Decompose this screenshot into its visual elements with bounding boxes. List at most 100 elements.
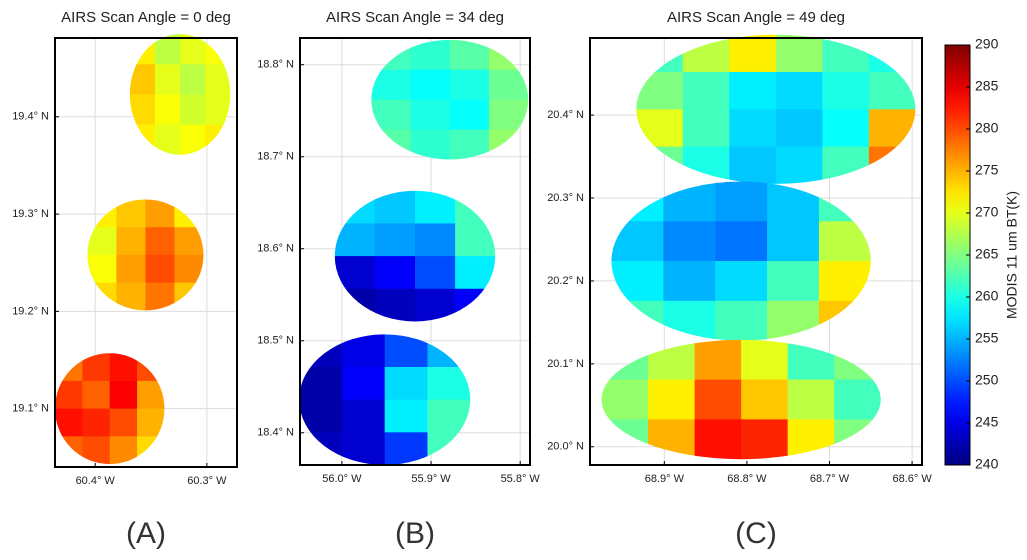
footprint xyxy=(55,353,165,465)
pixel xyxy=(682,109,730,148)
pixel xyxy=(129,124,156,155)
pixel xyxy=(109,436,138,465)
x-tick-label: 60.4° W xyxy=(76,475,116,487)
pixel xyxy=(154,124,181,155)
pixel xyxy=(154,94,181,126)
pixel xyxy=(87,254,117,284)
pixel xyxy=(767,261,820,302)
pixel xyxy=(384,334,428,368)
pixel xyxy=(818,300,871,341)
panel-title: AIRS Scan Angle = 49 deg xyxy=(667,9,845,26)
pixel xyxy=(636,146,684,184)
pixel xyxy=(488,39,529,71)
pixel xyxy=(299,334,343,368)
footprint xyxy=(601,339,881,460)
pixel xyxy=(729,34,777,73)
pixel xyxy=(87,227,117,256)
colorbar-tick-label: 275 xyxy=(975,162,999,178)
pixel xyxy=(767,221,820,262)
pixel xyxy=(55,408,83,437)
pixel xyxy=(116,254,146,284)
y-tick-label: 20.4° N xyxy=(547,109,584,121)
footprint xyxy=(299,334,471,466)
pixel xyxy=(55,436,83,465)
colorbar-tick-label: 255 xyxy=(975,330,999,346)
pixel xyxy=(341,399,386,433)
pixel xyxy=(449,39,490,71)
pixel xyxy=(116,227,146,256)
pixel xyxy=(601,379,649,420)
panel-label: (B) xyxy=(395,517,435,550)
pixel xyxy=(611,261,664,302)
pixel xyxy=(648,379,696,420)
pixel xyxy=(868,71,916,110)
pixel xyxy=(427,432,471,466)
pixel xyxy=(694,379,742,420)
pixel xyxy=(137,408,165,437)
pixel xyxy=(109,353,138,382)
pixel xyxy=(787,379,835,420)
pixel xyxy=(174,254,204,284)
pixel xyxy=(341,334,386,368)
pixel xyxy=(611,181,664,222)
pixel xyxy=(55,380,83,410)
pixel xyxy=(663,300,716,341)
pixel xyxy=(834,419,881,460)
panel-title: AIRS Scan Angle = 0 deg xyxy=(61,9,231,26)
pixel xyxy=(449,69,490,101)
colorbar-tick-label: 265 xyxy=(975,246,999,262)
pixel xyxy=(729,109,777,148)
pixel xyxy=(341,432,386,466)
footprint xyxy=(371,39,529,160)
pixel xyxy=(455,256,496,290)
pixel xyxy=(371,69,412,101)
pixel xyxy=(648,339,696,381)
pixel xyxy=(663,221,716,262)
pixel xyxy=(488,69,529,101)
x-tick-label: 55.9° W xyxy=(411,473,451,485)
y-tick-label: 19.1° N xyxy=(12,403,49,415)
pixel xyxy=(868,109,916,148)
pixel xyxy=(601,419,649,460)
pixel xyxy=(145,199,175,228)
pixel xyxy=(109,408,138,437)
y-tick-label: 20.2° N xyxy=(547,275,584,287)
pixel xyxy=(341,366,386,401)
pixel xyxy=(410,39,451,71)
pixel xyxy=(410,99,451,131)
pixel xyxy=(82,408,111,437)
y-tick-label: 18.8° N xyxy=(257,59,294,71)
pixel xyxy=(374,190,416,224)
pixel xyxy=(374,256,416,290)
colorbar-tick-label: 250 xyxy=(975,372,999,388)
y-tick-label: 19.3° N xyxy=(12,208,49,220)
pixel xyxy=(371,99,412,131)
axes-frame xyxy=(54,37,238,468)
pixel xyxy=(715,261,768,302)
panel-label: (A) xyxy=(126,517,166,550)
colorbar-tick-label: 270 xyxy=(975,204,999,220)
pixel xyxy=(334,223,376,257)
y-tick-label: 18.6° N xyxy=(257,243,294,255)
y-tick-label: 18.5° N xyxy=(257,335,294,347)
pixel xyxy=(137,353,165,382)
pixel xyxy=(384,399,428,433)
pixel xyxy=(145,254,175,284)
colorbar-tick-label: 280 xyxy=(975,120,999,136)
pixel xyxy=(129,64,156,95)
y-tick-label: 20.3° N xyxy=(547,192,584,204)
pixel xyxy=(299,399,343,433)
pixel xyxy=(116,282,146,311)
axes-frame xyxy=(299,37,531,466)
x-tick-label: 68.7° W xyxy=(810,473,850,485)
x-tick-label: 68.6° W xyxy=(892,473,932,485)
pixel xyxy=(299,432,343,466)
pixel xyxy=(174,227,204,256)
axes-frame xyxy=(589,37,923,466)
pixel xyxy=(818,261,871,302)
pixel xyxy=(449,129,490,160)
pixel xyxy=(371,129,412,160)
pixel xyxy=(822,109,870,148)
pixel xyxy=(334,288,376,322)
pixel xyxy=(205,94,231,126)
